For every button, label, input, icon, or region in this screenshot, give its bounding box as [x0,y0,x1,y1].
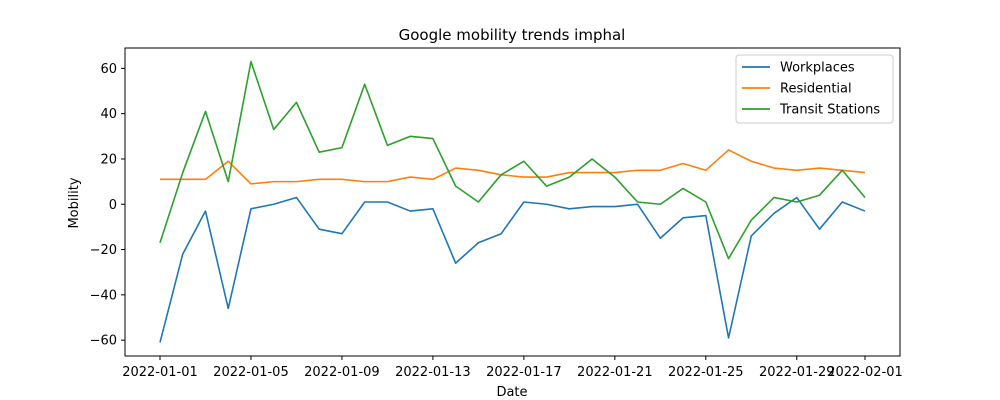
x-tick-label: 2022-01-29 [759,365,835,380]
legend-label-transit-stations: Transit Stations [779,103,880,118]
y-tick-label: 40 [100,107,117,122]
chart-title: Google mobility trends imphal [399,26,626,44]
legend-box [735,54,894,124]
series-line-transit-stations [159,60,866,260]
y-tick-label: −60 [90,334,117,349]
x-tick-label: 2022-01-13 [395,365,471,380]
y-axis: −60 −40 −20 0 20 40 60 [90,62,125,349]
x-axis-label: Date [496,385,527,400]
y-tick-label: 60 [100,62,117,77]
x-tick-label: 2022-01-25 [668,365,744,380]
plot-area [124,47,901,357]
series-line-residential [160,149,866,185]
x-tick-label: 2022-02-01 [827,365,903,380]
y-tick-label: 0 [109,198,117,213]
y-tick-label: 20 [100,152,117,167]
x-tick-label: 2022-01-05 [213,365,289,380]
x-tick-label: 2022-01-21 [577,365,653,380]
legend-label-workplaces: Workplaces [780,61,855,76]
y-axis-label: Mobility [67,177,82,228]
x-tick-label: 2022-01-17 [486,365,562,380]
x-tick-label: 2022-01-09 [304,365,380,380]
series-lines [159,60,866,343]
x-tick-label: 2022-01-01 [122,365,198,380]
legend-label-residential: Residential [780,82,852,97]
series-line-workplaces [159,196,866,343]
x-axis: 2022-01-01 2022-01-05 2022-01-09 2022-01-13… [122,356,903,380]
y-tick-label: −20 [90,243,117,258]
y-tick-label: −40 [90,288,117,303]
legend: Workplaces Residential Transit Stations [735,54,894,124]
